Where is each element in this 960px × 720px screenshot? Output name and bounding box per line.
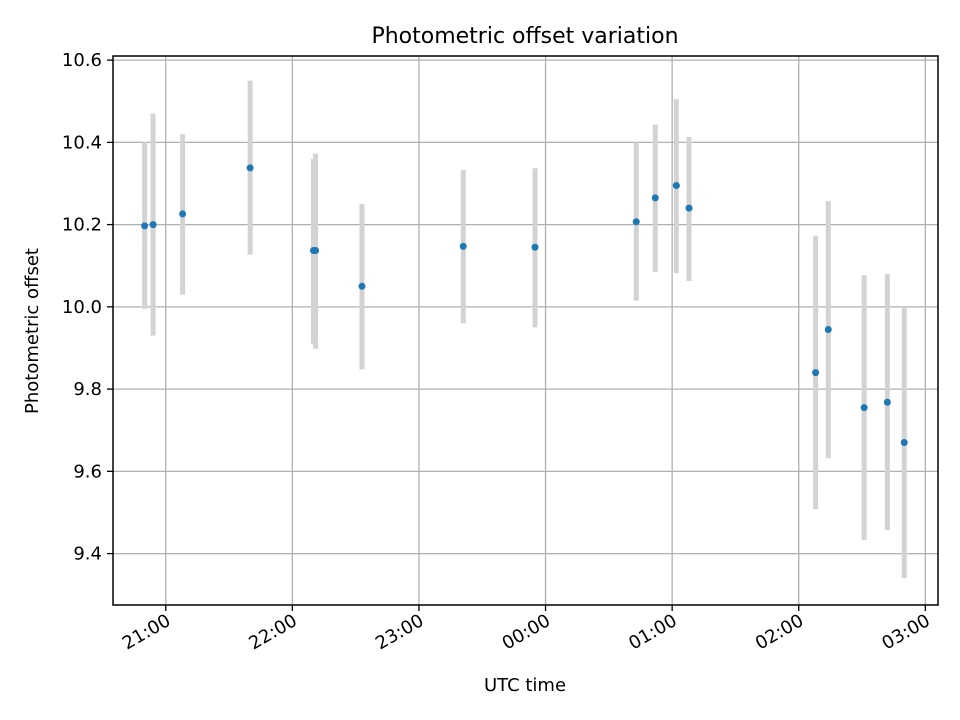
y-tick-label: 9.6 [73, 461, 102, 482]
x-axis-ticks: 21:00 22:00 23:00 00:00 01:00 02:00 03:00 [119, 605, 934, 654]
plot-frame [112, 55, 939, 606]
data-point [883, 398, 891, 406]
data-point [685, 204, 693, 212]
data-point [632, 218, 640, 226]
y-axis-label: Photometric offset [22, 248, 43, 414]
x-tick-label: 22:00 [245, 610, 300, 654]
data-point [246, 164, 254, 172]
y-axis-ticks: 9.4 9.6 9.8 10.0 10.2 10.4 10.6 [62, 50, 113, 565]
y-tick-label: 10.2 [62, 215, 102, 236]
chart-title: Photometric offset variation [371, 24, 678, 49]
data-point [860, 404, 868, 412]
y-tick-label: 9.4 [73, 544, 102, 565]
y-tick-label: 10.6 [62, 50, 102, 71]
data-point [179, 210, 187, 218]
x-tick-label: 00:00 [499, 610, 554, 654]
y-tick-label: 10.4 [62, 132, 102, 153]
data-points [141, 164, 908, 447]
data-point [312, 247, 320, 255]
x-tick-label: 23:00 [372, 610, 427, 654]
error-bars [142, 80, 907, 579]
data-point [900, 439, 908, 447]
x-tick-label: 01:00 [625, 610, 680, 654]
data-point [149, 221, 157, 229]
x-axis-label: UTC time [484, 675, 566, 696]
data-point [651, 194, 659, 202]
data-point [459, 242, 467, 250]
data-point [812, 369, 820, 377]
data-point [358, 282, 366, 290]
x-tick-label: 02:00 [752, 610, 807, 654]
data-point [824, 325, 832, 333]
x-tick-label: 21:00 [119, 610, 174, 654]
data-point [672, 182, 680, 190]
data-point [531, 243, 539, 251]
data-point [141, 222, 149, 230]
y-tick-label: 10.0 [62, 297, 102, 318]
y-tick-label: 9.8 [73, 379, 102, 400]
x-tick-label: 03:00 [878, 610, 933, 654]
